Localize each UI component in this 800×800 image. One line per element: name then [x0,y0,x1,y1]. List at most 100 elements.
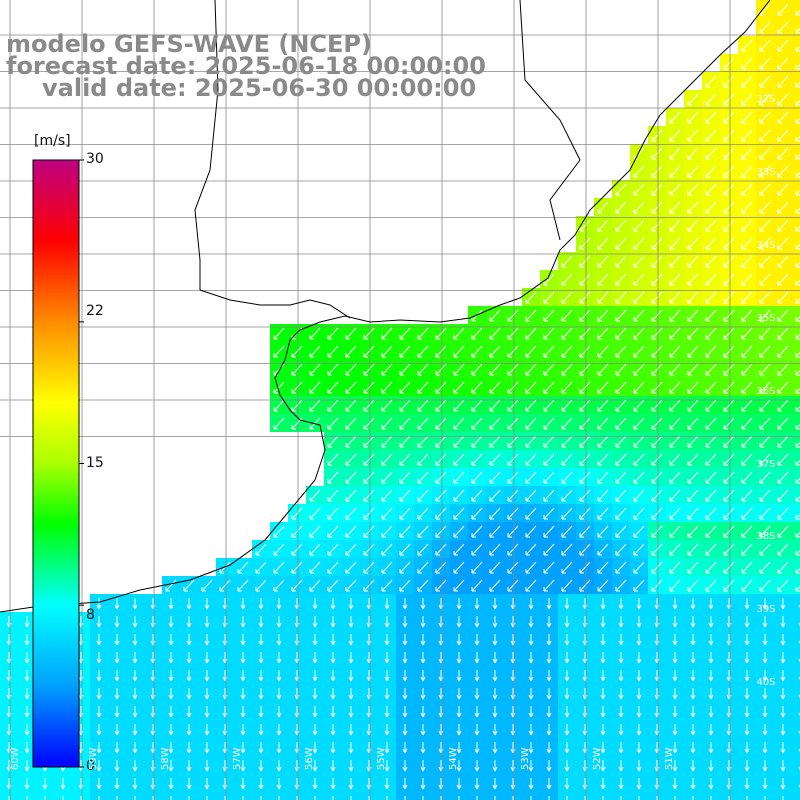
wind-arrow [633,417,645,430]
wind-arrow [507,543,519,556]
wind-arrow [687,345,699,358]
wind-arrow [512,796,514,800]
wind-arrow [276,742,282,754]
colorbar-tick-label: 0 [86,758,95,774]
wind-arrow [741,381,753,394]
wind-arrow [708,670,714,682]
wind-arrow [579,345,591,358]
wind-arrow [615,471,627,484]
wind-arrow [363,345,375,358]
wind-arrow [471,435,483,448]
wind-arrow [528,616,534,628]
wind-arrow [615,417,627,430]
wind-arrow [669,165,681,178]
wind-arrow [687,399,699,412]
wind-arrow [687,255,699,268]
wind-arrow [759,543,771,556]
wind-arrow [204,742,210,754]
wind-arrow [741,255,753,268]
wind-arrow [240,706,246,718]
wind-arrow [417,363,429,376]
wind-arrow [669,525,681,538]
wind-speed-cell [792,540,800,558]
wind-arrow [309,507,321,520]
wind-arrow [381,525,393,538]
wind-arrow [420,652,426,664]
wind-arrow [525,363,537,376]
wind-arrow [669,309,681,322]
wind-arrow [633,525,645,538]
wind-arrow [795,351,800,358]
wind-arrow [456,670,462,682]
wind-arrow [759,381,771,394]
wind-arrow [348,634,354,646]
wind-arrow [417,399,429,412]
wind-arrow [705,273,717,286]
wind-arrow [687,543,699,556]
wind-arrow [782,796,784,800]
wind-arrow [474,760,480,772]
wind-arrow [525,327,537,340]
wind-arrow [705,75,717,88]
wind-arrow [453,453,465,466]
wind-arrow [561,489,573,502]
wind-arrow [44,796,46,800]
wind-arrow [546,598,552,610]
wind-arrow [152,796,154,800]
wind-arrow [759,345,771,358]
wind-arrow [777,435,789,448]
wind-arrow [795,405,800,412]
wind-arrow [741,219,753,232]
wind-arrow [132,616,138,628]
wind-arrow [764,796,766,800]
wind-arrow [363,561,375,574]
wind-arrow [435,363,447,376]
wind-arrow [561,399,573,412]
wind-arrow [705,363,717,376]
wind-arrow [651,363,663,376]
wind-arrow [705,327,717,340]
wind-arrow [24,760,30,772]
wind-arrow [723,111,735,124]
wind-arrow [348,706,354,718]
wind-arrow [672,742,678,754]
title-model: modelo GEFS-WAVE (NCEP) [6,30,372,58]
wind-arrow [741,363,753,376]
wind-arrow [417,525,429,538]
wind-arrow [651,579,663,592]
wind-arrow [687,381,699,394]
wind-arrow [723,399,735,412]
wind-arrow [795,99,800,106]
wind-arrow [777,237,789,250]
wind-arrow [636,742,642,754]
wind-arrow [687,201,699,214]
wind-arrow [24,724,30,736]
wind-arrow [240,724,246,736]
wind-arrow [258,634,264,646]
wind-speed-cell [792,54,800,72]
wind-arrow [240,688,246,700]
wind-arrow [489,561,501,574]
wind-arrow [543,309,555,322]
wind-arrow [723,471,735,484]
wind-arrow [777,165,789,178]
wind-arrow [345,525,357,538]
wind-arrow [96,724,102,736]
wind-arrow [597,471,609,484]
wind-arrow [633,543,645,556]
wind-arrow [759,75,771,88]
wind-arrow [687,363,699,376]
wind-arrow [687,111,699,124]
wind-arrow [489,417,501,430]
wind-arrow [381,399,393,412]
wind-arrow [507,579,519,592]
wind-arrow [435,489,447,502]
wind-arrow [474,688,480,700]
wind-arrow [651,561,663,574]
wind-arrow [240,742,246,754]
wind-arrow [723,345,735,358]
wind-arrow [42,778,48,790]
wind-arrow [435,327,447,340]
